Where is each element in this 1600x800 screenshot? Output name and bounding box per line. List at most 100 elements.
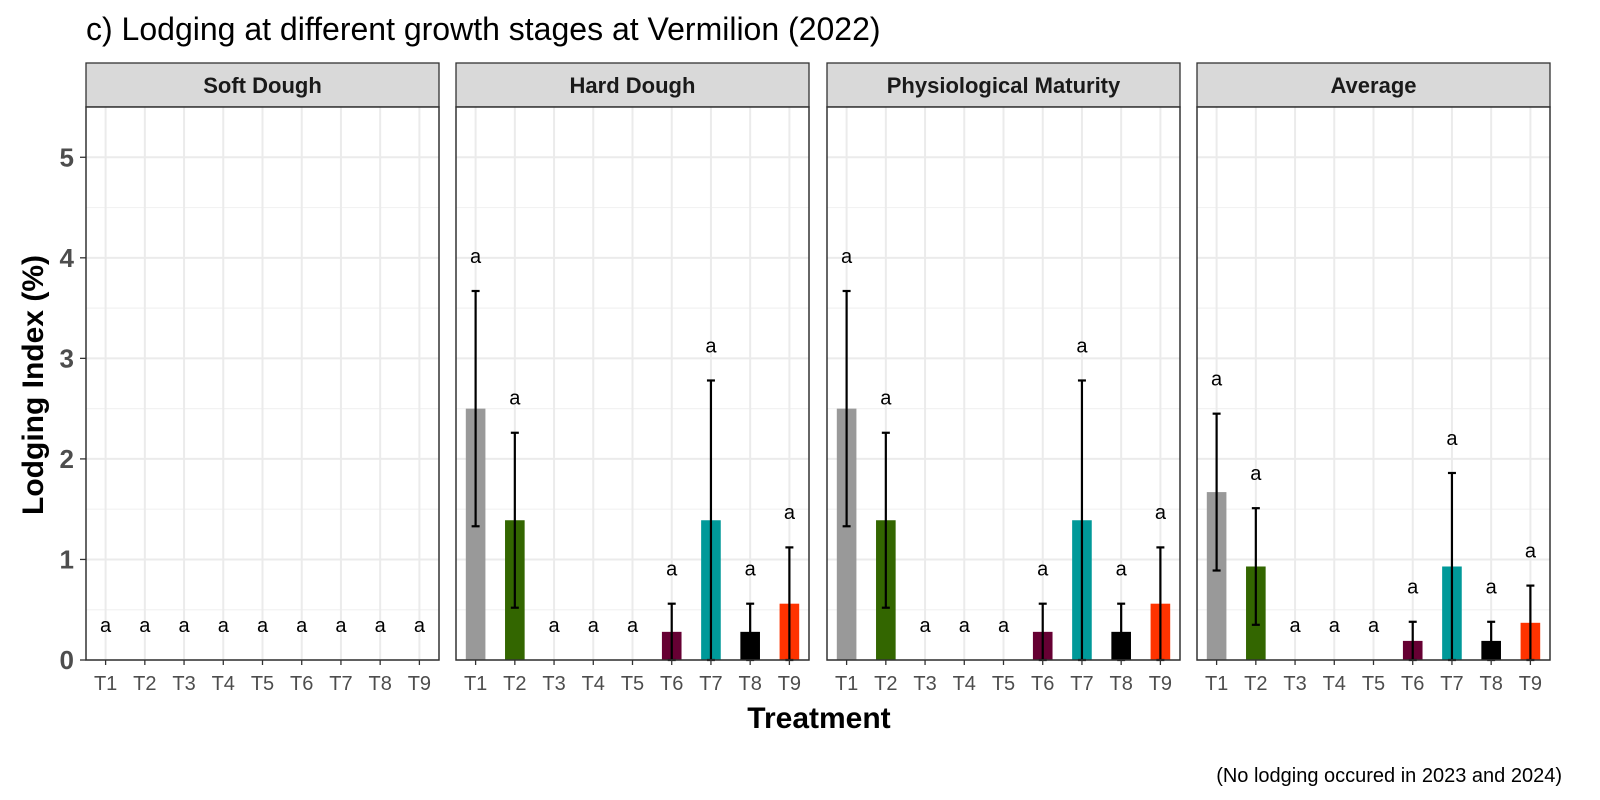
facet-strip-label: Soft Dough [203,73,322,98]
significance-letter: a [335,615,347,637]
x-tick-label: T4 [582,673,605,695]
bar-t1 [1206,492,1227,660]
significance-letter: a [375,615,387,637]
y-tick-label: 3 [60,343,74,373]
significance-letter: a [509,388,521,410]
facet-strip-label: Average [1330,73,1416,98]
chart-caption: (No lodging occured in 2023 and 2024) [1216,765,1562,787]
panel-border [826,106,1181,661]
significance-letter: a [296,615,308,637]
significance-letter: a [919,615,931,637]
significance-letter: a [470,246,482,268]
y-axis-title: Lodging Index (%) [17,255,50,515]
significance-letter: a [548,615,560,637]
significance-letter: a [841,246,853,268]
x-tick-label: T9 [1149,673,1172,695]
significance-letter: a [1289,615,1301,637]
significance-letter: a [745,559,757,581]
significance-letter: a [178,615,190,637]
x-tick-label: T8 [1479,673,1502,695]
x-tick-label: T1 [835,673,858,695]
significance-letter: a [414,615,426,637]
x-tick-label: T8 [738,673,761,695]
x-tick-label: T8 [1109,673,1132,695]
y-tick-label: 4 [60,243,75,273]
significance-letter: a [1250,463,1262,485]
x-tick-label: T7 [329,673,352,695]
x-tick-label: T9 [778,673,801,695]
significance-letter: a [705,335,717,357]
facet-strip-label: Hard Dough [570,73,696,98]
facet-strip [85,62,440,108]
x-tick-label: T4 [953,673,976,695]
significance-letter: a [1211,368,1223,390]
significance-letter: a [218,615,230,637]
bar-t1 [465,408,486,660]
significance-letter: a [1446,428,1458,450]
x-tick-label: T5 [251,673,274,695]
significance-letter: a [1486,577,1498,599]
x-tick-label: T3 [913,673,936,695]
x-tick-label: T7 [699,673,722,695]
x-tick-label: T7 [1440,673,1463,695]
x-tick-label: T1 [94,673,117,695]
x-tick-label: T5 [621,673,644,695]
y-axis: 0 1 2 3 4 5 [60,142,86,675]
facet-strip [1196,62,1551,108]
x-tick-label: T6 [660,673,683,695]
x-tick-label: T3 [1283,673,1306,695]
significance-letter: a [959,615,971,637]
significance-letter: a [666,559,678,581]
x-tick-label: T9 [408,673,431,695]
significance-letter: a [880,388,892,410]
y-tick-label: 0 [60,645,74,675]
significance-letter: a [1116,559,1128,581]
significance-letter: a [627,615,639,637]
panel-border [85,106,440,661]
x-tick-label: T2 [874,673,897,695]
x-tick-label: T3 [542,673,565,695]
facet-panel: Hard Dough a T1 a T2 a T3 a T4 a T5 a T6 a T7 a T8 a T9 [455,62,810,695]
panel-border [1196,106,1551,661]
x-tick-label: T5 [992,673,1015,695]
x-tick-label: T7 [1070,673,1093,695]
facet-panels: Soft Dough a T1 a T2 a T3 a T4 a T5 a T6 a T7 a T8 a T9 Har… [85,62,1551,695]
x-tick-label: T1 [464,673,487,695]
x-tick-label: T4 [212,673,235,695]
x-tick-label: T2 [133,673,156,695]
facet-strip-label: Physiological Maturity [887,73,1121,98]
significance-letter: a [1525,540,1537,562]
x-tick-label: T8 [368,673,391,695]
x-tick-label: T2 [503,673,526,695]
facet-strip [455,62,810,108]
facet-panel: Soft Dough a T1 a T2 a T3 a T4 a T5 a T6 a T7 a T8 a T9 [85,62,440,695]
significance-letter: a [139,615,151,637]
facet-panel: Average a T1 a T2 a T3 a T4 a T5 a T6 a T7 a T8 a T9 [1196,62,1551,695]
x-tick-label: T6 [1401,673,1424,695]
x-tick-label: T3 [172,673,195,695]
x-tick-label: T5 [1362,673,1385,695]
significance-letter: a [257,615,269,637]
chart-title: c) Lodging at different growth stages at… [86,11,881,47]
y-tick-label: 1 [60,544,74,574]
significance-letter: a [1407,577,1419,599]
x-tick-label: T9 [1519,673,1542,695]
panel-border [455,106,810,661]
x-tick-label: T6 [290,673,313,695]
y-tick-label: 2 [60,444,74,474]
significance-letter: a [1037,559,1049,581]
x-tick-label: T6 [1031,673,1054,695]
x-axis-title: Treatment [747,702,890,735]
facet-panel: Physiological Maturity a T1 a T2 a T3 a T4 a T5 a T6… [826,62,1181,695]
x-tick-label: T4 [1323,673,1346,695]
significance-letter: a [588,615,600,637]
x-tick-label: T1 [1205,673,1228,695]
significance-letter: a [1076,335,1088,357]
significance-letter: a [1155,502,1167,524]
y-tick-label: 5 [60,142,74,172]
significance-letter: a [1329,615,1341,637]
bar-t1 [836,408,857,660]
significance-letter: a [1368,615,1380,637]
facet-strip [826,62,1181,108]
